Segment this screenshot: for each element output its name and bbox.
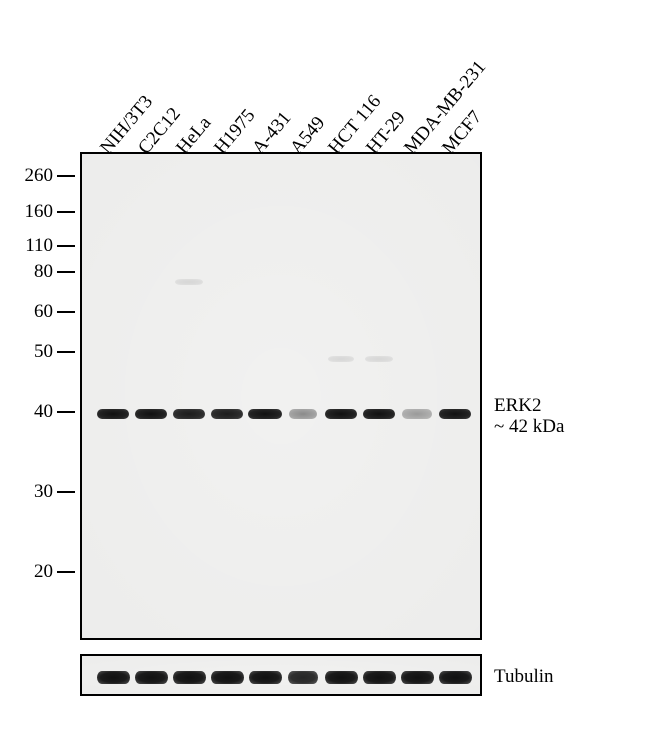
- ladder-value: 60: [34, 301, 53, 323]
- erk2-band: [439, 409, 471, 419]
- ladder-mark: 80: [0, 261, 75, 283]
- ladder-value: 30: [34, 481, 53, 503]
- erk2-band: [173, 409, 205, 419]
- ladder-mark: 30: [0, 481, 75, 503]
- tubulin-band: [401, 671, 434, 684]
- ladder-value: 20: [34, 561, 53, 583]
- ladder-tick: [57, 175, 75, 177]
- ladder-tick: [57, 351, 75, 353]
- ladder-tick: [57, 491, 75, 493]
- tubulin-band: [439, 671, 472, 684]
- ladder-mark: 110: [0, 235, 75, 257]
- ladder-tick: [57, 411, 75, 413]
- tubulin-band: [211, 671, 244, 684]
- tubulin-band: [135, 671, 168, 684]
- tubulin-band: [363, 671, 396, 684]
- erk2-band: [402, 409, 432, 419]
- ladder-value: 40: [34, 401, 53, 423]
- blot-background-texture: [82, 154, 480, 638]
- erk2-band: [248, 409, 282, 419]
- ladder-tick: [57, 211, 75, 213]
- ladder-value: 50: [34, 341, 53, 363]
- tubulin-band: [325, 671, 358, 684]
- ladder-value: 260: [25, 165, 54, 187]
- erk2-band: [97, 409, 129, 419]
- tubulin-label: Tubulin: [494, 666, 554, 688]
- ladder-mark: 260: [0, 165, 75, 187]
- erk2-label: ERK2: [494, 395, 542, 417]
- erk2-band: [363, 409, 395, 419]
- ladder-mark: 40: [0, 401, 75, 423]
- ladder-value: 160: [25, 201, 54, 223]
- ladder-tick: [57, 245, 75, 247]
- nonspecific-band: [365, 356, 393, 362]
- main-blot-box: [80, 152, 482, 640]
- tubulin-band: [97, 671, 130, 684]
- ladder-mark: 50: [0, 341, 75, 363]
- tubulin-band: [173, 671, 206, 684]
- ladder-value: 80: [34, 261, 53, 283]
- western-blot-figure: NIH/3T3C2C12HeLaH1975A-431A549HCT 116HT-…: [0, 0, 650, 743]
- nonspecific-band: [328, 356, 354, 362]
- lane-label: H1975: [210, 105, 260, 159]
- ladder-tick: [57, 271, 75, 273]
- erk2-band: [325, 409, 357, 419]
- tubulin-band: [249, 671, 282, 684]
- ladder-mark: 160: [0, 201, 75, 223]
- erk2-band: [211, 409, 243, 419]
- tubulin-blot-box: [80, 654, 482, 696]
- ladder-mark: 20: [0, 561, 75, 583]
- ladder-value: 110: [25, 235, 53, 257]
- erk2-band: [135, 409, 167, 419]
- ladder-tick: [57, 571, 75, 573]
- ladder-mark: 60: [0, 301, 75, 323]
- erk2-kda-label: ~ 42 kDa: [494, 416, 564, 438]
- lane-labels-group: NIH/3T3C2C12HeLaH1975A-431A549HCT 116HT-…: [0, 0, 650, 160]
- ladder-tick: [57, 311, 75, 313]
- erk2-band: [289, 409, 317, 419]
- nonspecific-band: [175, 279, 203, 285]
- tubulin-band: [288, 671, 318, 684]
